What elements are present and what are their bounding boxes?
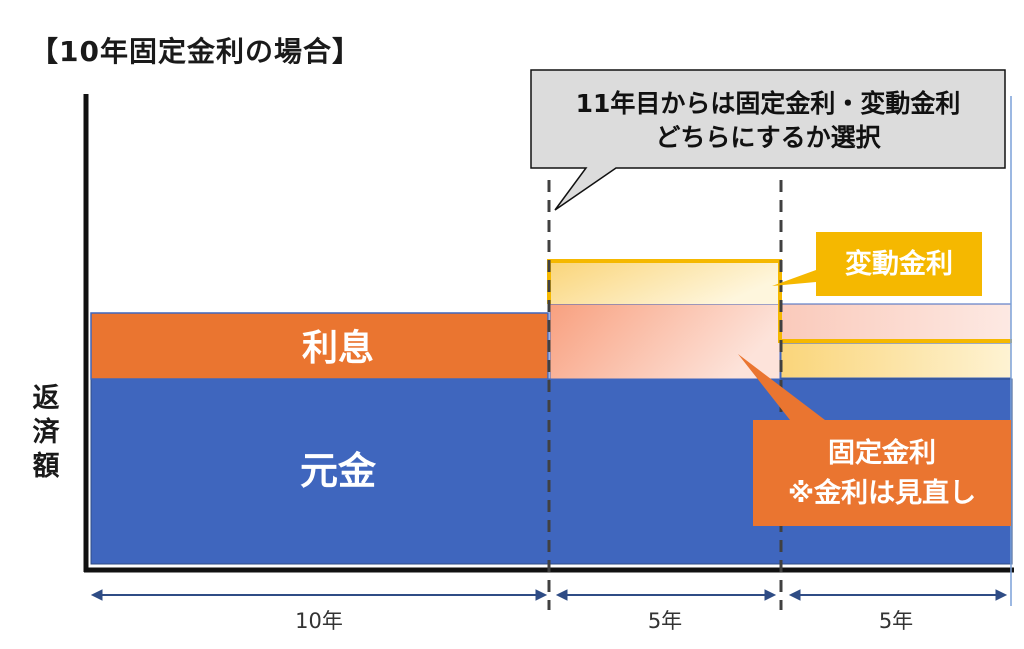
top-callout-line2: どちらにするか選択 bbox=[655, 123, 881, 152]
interest-block-fixed10 bbox=[90, 312, 549, 380]
y-axis-label: 返済額 bbox=[28, 382, 64, 484]
interest-block-fixed-option bbox=[549, 303, 781, 380]
period-arrow-5y-b bbox=[788, 589, 1008, 601]
top-callout-line1: 11年目からは固定金利・変動金利 bbox=[576, 89, 961, 118]
period-arrow-5y-a bbox=[555, 589, 777, 601]
period-label-5y-b: 5年 bbox=[879, 609, 913, 633]
y-axis-label-text: 返済額 bbox=[32, 383, 60, 482]
period-arrow-10y bbox=[90, 589, 548, 601]
fixed-rate-callout bbox=[738, 354, 1011, 526]
variable-rate-label: 変動金利 bbox=[845, 248, 953, 280]
variable-rate-callout bbox=[772, 232, 982, 296]
variable-rate-area-2 bbox=[780, 342, 1012, 379]
variable-rate-area-1 bbox=[550, 262, 780, 304]
period-label-5y-a: 5年 bbox=[648, 609, 682, 633]
interest-label: 利息 bbox=[302, 328, 374, 369]
page-title: 【10年固定金利の場合】 bbox=[30, 35, 361, 68]
period-label-10y: 10年 bbox=[295, 609, 343, 633]
interest-block-fixed-option-2 bbox=[780, 303, 1012, 345]
top-callout-bubble bbox=[530, 69, 1006, 211]
fixed-rate-label-line2: ※金利は見直し bbox=[788, 477, 976, 509]
fixed-rate-label-line1: 固定金利 bbox=[828, 437, 936, 469]
principal-label: 元金 bbox=[300, 449, 377, 493]
